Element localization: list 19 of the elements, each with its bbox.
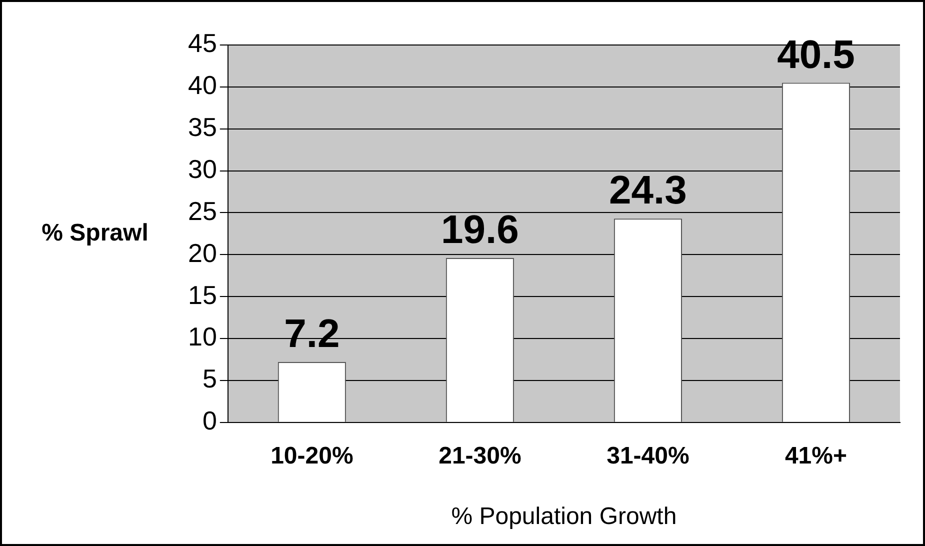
x-tick-label: 41%+ bbox=[784, 442, 848, 470]
y-tick-label: 35 bbox=[188, 112, 217, 142]
data-label: 40.5 bbox=[777, 32, 855, 77]
y-tick-label: 30 bbox=[188, 154, 217, 184]
x-tick-label: 10-20% bbox=[270, 442, 354, 470]
x-axis-title: % Population Growth bbox=[451, 503, 677, 530]
x-tick-label: 31-40% bbox=[606, 442, 690, 470]
y-tick-label: 45 bbox=[188, 28, 217, 58]
y-tick-label: 40 bbox=[188, 70, 217, 100]
y-tick-label: 5 bbox=[202, 364, 217, 394]
y-tick-label: 25 bbox=[188, 196, 217, 226]
y-tick-label: 10 bbox=[188, 322, 217, 352]
y-tick-label: 15 bbox=[188, 280, 217, 310]
data-label: 24.3 bbox=[609, 168, 687, 213]
y-axis-title: % Sprawl bbox=[42, 219, 148, 246]
y-tick-label: 20 bbox=[188, 238, 217, 268]
x-tick-label: 21-30% bbox=[438, 442, 522, 470]
y-tick-label: 0 bbox=[202, 406, 217, 436]
data-label: 19.6 bbox=[441, 208, 519, 252]
